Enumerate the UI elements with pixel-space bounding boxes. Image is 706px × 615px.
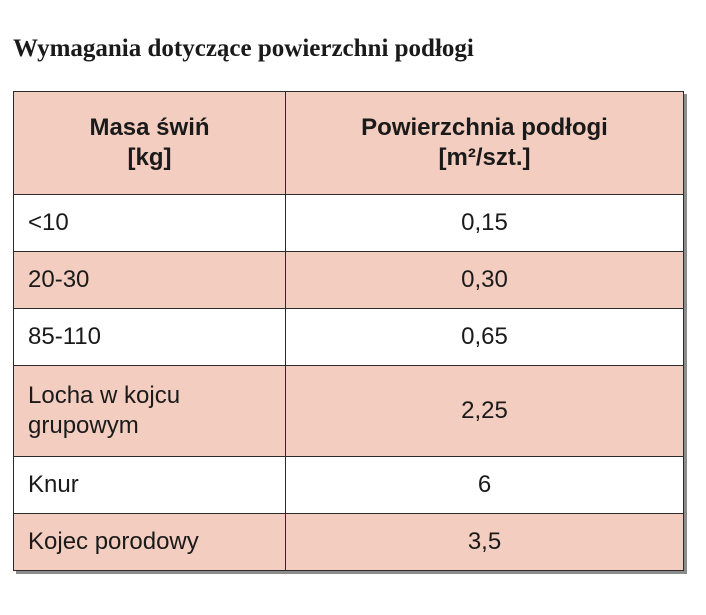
- table-row: 85-110 0,65: [13, 308, 684, 366]
- cell-floor-area: 3,5: [285, 513, 684, 571]
- table-row: Knur 6: [13, 456, 684, 514]
- header-mass-unit: [kg]: [127, 144, 172, 171]
- floor-area-table: Masa świń [kg] Powierzchnia podłogi [m²/…: [13, 91, 684, 571]
- header-mass-label: Masa świń: [89, 114, 210, 141]
- cell-mass: Knur: [13, 456, 286, 514]
- cell-mass: Kojec porodowy: [13, 513, 286, 571]
- header-floor-area-unit: [m²/szt.]: [438, 144, 531, 171]
- header-floor-area: Powierzchnia podłogi [m²/szt.]: [285, 91, 684, 195]
- table-row: <10 0,15: [13, 194, 684, 252]
- cell-floor-area: 6: [285, 456, 684, 514]
- cell-mass: Locha w kojcu grupowym: [13, 365, 286, 457]
- table-row: 20-30 0,30: [13, 251, 684, 309]
- cell-mass: 85-110: [13, 308, 286, 366]
- cell-mass: <10: [13, 194, 286, 252]
- page-title: Wymagania dotyczące powierzchni podłogi: [13, 35, 474, 62]
- cell-floor-area: 0,30: [285, 251, 684, 309]
- header-mass: Masa świń [kg]: [13, 91, 286, 195]
- cell-floor-area: 0,65: [285, 308, 684, 366]
- table-row: Kojec porodowy 3,5: [13, 513, 684, 571]
- table-row: Locha w kojcu grupowym 2,25: [13, 365, 684, 457]
- cell-floor-area: 0,15: [285, 194, 684, 252]
- cell-floor-area: 2,25: [285, 365, 684, 457]
- cell-mass: 20-30: [13, 251, 286, 309]
- table-header-row: Masa świń [kg] Powierzchnia podłogi [m²/…: [13, 91, 684, 195]
- header-floor-area-label: Powierzchnia podłogi: [361, 114, 608, 141]
